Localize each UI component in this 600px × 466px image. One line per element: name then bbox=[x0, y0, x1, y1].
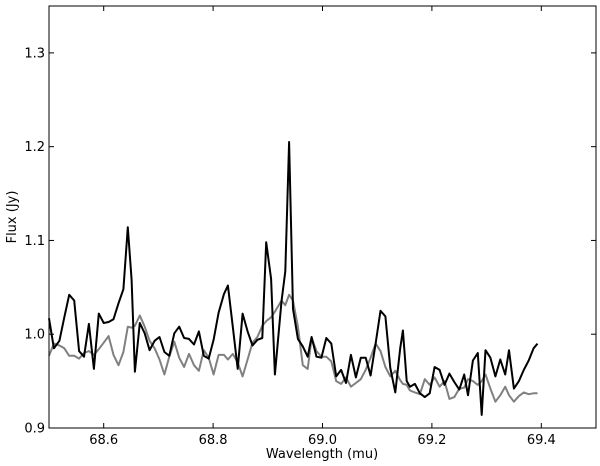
x-tick-label: 69.0 bbox=[308, 433, 337, 448]
tick-layer: 68.6 68.8 69.0 69.2 69.4 0.9 1.0 1.1 1.2 1.3 bbox=[24, 6, 596, 448]
series-line-1 bbox=[48, 141, 539, 416]
series-layer bbox=[48, 141, 539, 416]
y-axis-label: Flux (Jy) bbox=[5, 191, 20, 244]
plot-frame bbox=[48, 5, 597, 429]
y-tick-label: 1.0 bbox=[24, 328, 45, 343]
x-tick-label: 68.8 bbox=[199, 433, 228, 448]
x-tick-label: 69.2 bbox=[417, 433, 446, 448]
x-axis-label: Wavelength (mu) bbox=[266, 447, 378, 462]
y-tick-label: 1.2 bbox=[24, 140, 45, 155]
y-tick-label: 1.1 bbox=[24, 234, 45, 249]
x-tick-label: 69.4 bbox=[527, 433, 556, 448]
plot-area bbox=[49, 6, 596, 428]
y-tick-label: 0.9 bbox=[24, 422, 45, 437]
y-tick-label: 1.3 bbox=[24, 46, 45, 61]
x-tick-label: 68.6 bbox=[89, 433, 118, 448]
